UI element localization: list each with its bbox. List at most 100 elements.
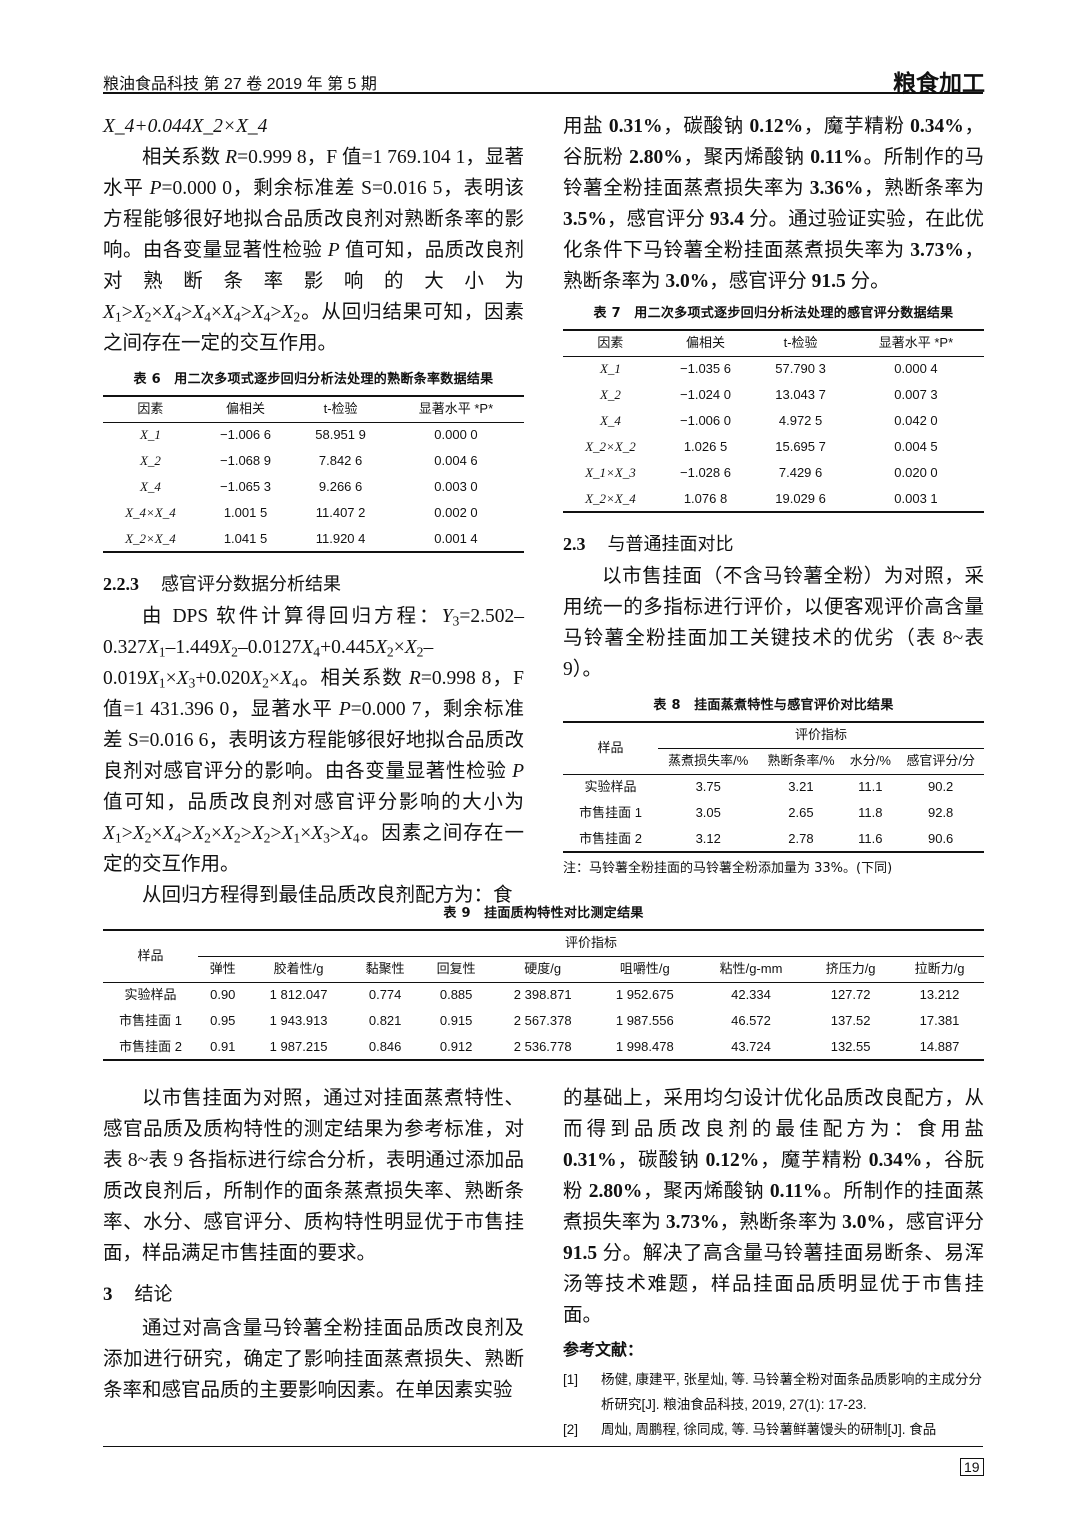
table-row: X_4 −1.006 0 4.972 5 0.042 0 [563, 408, 984, 434]
table-cell: 0.020 0 [894, 465, 938, 480]
paragraph: 的基础上，采用均匀设计优化品质改良配方，从而得到品质改良剂的最佳配方为：食用盐 … [563, 1088, 984, 1326]
table-cell: 0.001 4 [434, 530, 478, 546]
section-heading: 2.2.3 感官评分数据分析结果 [103, 567, 524, 601]
table-cell: −1.006 6 [220, 427, 271, 443]
table-cell: 42.334 [731, 987, 771, 1003]
table-cell: 90.2 [927, 779, 954, 795]
sample-header: 样品 [103, 930, 198, 983]
table-cell: 2 567.378 [513, 1013, 572, 1028]
reference-number: [2] [563, 1422, 579, 1437]
section-heading: 3 结论 [103, 1277, 524, 1313]
table-cell: 19.029 6 [775, 490, 826, 506]
column-header: t-检验 [753, 330, 848, 357]
table-row: X_1×X_3 −1.028 6 7.429 6 0.020 0 [563, 460, 984, 486]
table-cell: 1 952.675 [615, 987, 674, 1003]
factor-cell: X_2 [599, 387, 621, 402]
column-header: t-检验 [293, 396, 388, 423]
table-cell: 0.000 4 [894, 361, 938, 377]
table-cell: 0.003 1 [894, 490, 938, 506]
paragraph: 相关系数 R=0.999 8，F 值=1 769.104 1，显著水平 P=0.… [103, 147, 524, 354]
table-cell: −1.024 0 [680, 387, 731, 402]
header-row: 弹性 胶着性/g 黏聚性 回复性 硬度/g 咀嚼性/g 粘性/g-mm 挤压力/g 拉断力/g [103, 956, 984, 983]
table-cell: 0.003 0 [434, 479, 478, 494]
section-title: 与普通挂面对比 [607, 534, 734, 554]
paragraph: 以市售挂面（不含马铃薯全粉）为对照，采用统一的多指标进行评价，以便客观评价高含量… [563, 566, 984, 680]
table-caption: 表 9 挂面质构特性对比测定结果 [443, 906, 644, 921]
column-header: 回复性 [420, 956, 492, 983]
column-header: 咀嚼性/g [593, 956, 696, 983]
table-cell: 0.91 [210, 1038, 236, 1054]
table-cell: −1.065 3 [220, 479, 271, 494]
table-row: X_2×X_4 1.041 5 11.920 4 0.001 4 [103, 526, 524, 552]
paragraph: 从回归方程得到最佳品质改良剂配方为：食 [142, 885, 513, 906]
factor-cell: X_1 [139, 427, 161, 443]
group-header: 评价指标 [198, 930, 984, 957]
table-6: 表 6 用二次多项式逐步回归分析法处理的熟断条率数据结果 因素 偏相关 t-检验 显著… [103, 371, 524, 553]
table-cell: 14.887 [919, 1038, 960, 1054]
section-number: 2.3 [563, 534, 586, 554]
column-header: 偏相关 [197, 396, 294, 423]
table-cell: −1.068 9 [220, 453, 271, 468]
column-header: 拉断力/g [895, 956, 984, 983]
section-number: 2.2.3 [103, 574, 139, 594]
table-cell: −1.035 6 [680, 361, 731, 377]
factor-cell: X_4 [599, 413, 621, 428]
factor-cell: X_1×X_3 [585, 465, 636, 480]
right-upper-column: 用盐 0.31%，碳酸钠 0.12%，魔芋精粉 0.34%，谷朊粉 2.80%，… [563, 111, 984, 876]
table-cell: 11.920 4 [315, 530, 366, 546]
data-table: 因素 偏相关 t-检验 显著水平 *P* X_1 −1.006 6 58.951 9 0.00… [103, 395, 524, 553]
factor-cell: X_2 [139, 453, 161, 468]
table-cell: 1 987.556 [615, 1013, 674, 1028]
section-heading: 2.3 与普通挂面对比 [563, 527, 984, 561]
table-caption: 表 6 用二次多项式逐步回归分析法处理的熟断条率数据结果 [133, 372, 494, 387]
table-cell: 0.002 0 [434, 505, 478, 520]
table-cell: 9.266 6 [318, 479, 363, 494]
group-header: 评价指标 [658, 722, 984, 749]
table-cell: −1.028 6 [680, 465, 731, 480]
column-header: 因素 [563, 330, 658, 357]
table-cell: 13.043 7 [775, 387, 826, 402]
table-cell: 1 812.047 [269, 987, 328, 1003]
data-table: 样品 评价指标 蒸煮损失率/% 熟断条率/% 水分/% 感官评分/分 实验样品 3.75 3.2… [563, 721, 984, 853]
table-cell: 0.042 0 [894, 413, 938, 428]
header-row: 蒸煮损失率/% 熟断条率/% 水分/% 感官评分/分 [563, 748, 984, 775]
references-title: 参考文献： [563, 1340, 644, 1359]
table-row: X_2 −1.068 9 7.842 6 0.004 6 [103, 448, 524, 474]
table-caption: 表 7 用二次多项式逐步回归分析法处理的感官评分数据结果 [593, 306, 954, 321]
header-row: 样品 评价指标 [563, 722, 984, 775]
table-cell: 92.8 [927, 805, 954, 820]
column-header: 感官评分/分 [897, 748, 984, 775]
table-cell: 58.951 9 [315, 427, 366, 443]
column-header: 熟断条率/% [758, 748, 844, 775]
factor-cell: X_2×X_4 [125, 530, 176, 546]
table-8: 表 8 挂面蒸煮特性与感官评价对比结果 样品 评价指标 蒸煮损失率/% 熟断条率/% 水… [563, 697, 984, 876]
table-row: X_2×X_4 1.076 8 19.029 6 0.003 1 [563, 486, 984, 512]
table-row: X_4×X_4 1.001 5 11.407 2 0.002 0 [103, 500, 524, 526]
table-cell: 127.72 [830, 987, 871, 1003]
paragraph: 通过对高含量马铃薯全粉挂面品质改良剂及添加进行研究，确定了影响挂面蒸煮损失、熟断… [103, 1318, 524, 1401]
left-bottom-text: 以市售挂面为对照，通过对挂面蒸煮特性、感官品质及质构特性的测定结果为参考标准，对… [103, 1083, 524, 1406]
table-cell: 3.12 [695, 830, 721, 846]
table-cell: 57.790 3 [775, 361, 826, 377]
table-cell: 0.846 [368, 1038, 402, 1054]
table-caption: 表 8 挂面蒸煮特性与感官评价对比结果 [653, 698, 894, 713]
table-cell: 46.572 [731, 1013, 771, 1028]
section-title: 感官评分数据分析结果 [161, 574, 341, 594]
table-row: 实验样品 3.75 3.21 11.1 90.2 [563, 774, 984, 800]
column-header: 蒸煮损失率/% [658, 748, 759, 775]
reference-number: [1] [563, 1372, 579, 1387]
sample-cell: 市售挂面 2 [119, 1038, 182, 1054]
data-table: 样品 评价指标 弹性 胶着性/g 黏聚性 回复性 硬度/g 咀嚼性/g 粘性/g-mm 挤压力/g… [103, 929, 984, 1061]
table-row: 市售挂面 1 0.95 1 943.913 0.821 0.915 2 567.378 1 … [103, 1008, 984, 1034]
column-header: 挤压力/g [806, 956, 896, 983]
table-row: X_1 −1.006 6 58.951 9 0.000 0 [103, 422, 524, 448]
header-row: 因素 偏相关 t-检验 显著水平 *P* [103, 396, 524, 423]
reference-text: 杨健, 康建平, 张星灿, 等. 马铃薯全粉对面条品质影响的主成分分析研究[J]… [601, 1372, 983, 1412]
column-header: 水分/% [843, 748, 898, 775]
table-cell: 0.95 [210, 1013, 236, 1028]
sample-cell: 市售挂面 2 [579, 830, 642, 846]
table-9: 表 9 挂面质构特性对比测定结果 样品 评价指标 弹性 胶着性/g 黏聚性 回复性 硬度/g… [103, 905, 984, 1061]
column-header: 因素 [103, 396, 198, 423]
column-header: 黏聚性 [349, 956, 421, 983]
table-cell: 1.001 5 [223, 505, 268, 520]
